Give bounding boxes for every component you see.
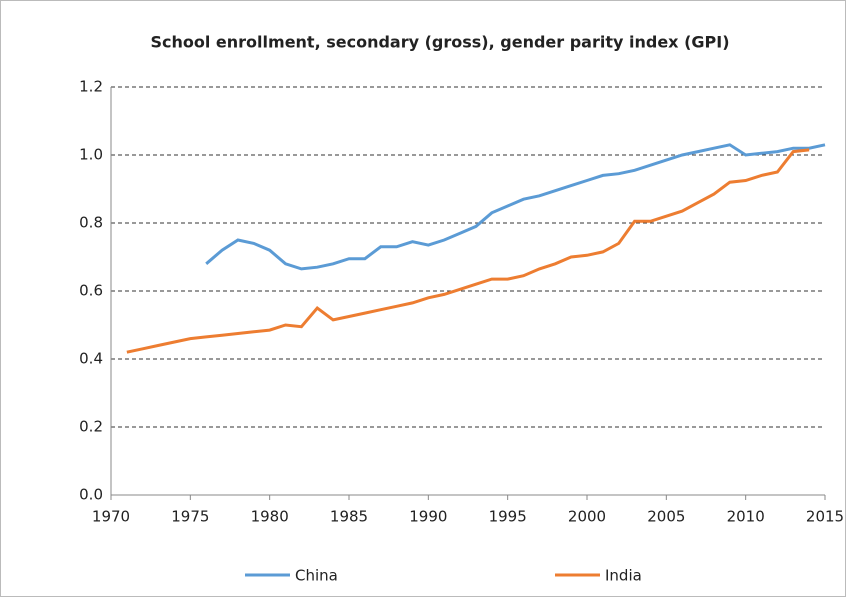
x-tick-label: 1990 [409, 508, 447, 526]
y-tick-label: 0.0 [79, 486, 103, 504]
y-tick-label: 0.2 [79, 418, 103, 436]
chart-title: School enrollment, secondary (gross), ge… [150, 33, 729, 52]
y-tick-label: 0.6 [79, 282, 103, 300]
x-tick-label: 1980 [251, 508, 289, 526]
x-tick-label: 2010 [727, 508, 765, 526]
x-tick-label: 2005 [647, 508, 685, 526]
y-tick-label: 0.8 [79, 214, 103, 232]
y-tick-label: 1.2 [79, 78, 103, 96]
series-line [126, 148, 810, 354]
legend-label: China [295, 567, 338, 585]
x-tick-label: 1995 [489, 508, 527, 526]
legend-label: India [605, 567, 642, 585]
series-line [205, 143, 826, 271]
y-tick-label: 0.4 [79, 350, 103, 368]
x-tick-label: 1985 [330, 508, 368, 526]
x-tick-label: 1970 [92, 508, 130, 526]
y-tick-label: 1.0 [79, 146, 103, 164]
x-tick-label: 2015 [806, 508, 844, 526]
x-tick-label: 1975 [171, 508, 209, 526]
x-tick-label: 2000 [568, 508, 606, 526]
